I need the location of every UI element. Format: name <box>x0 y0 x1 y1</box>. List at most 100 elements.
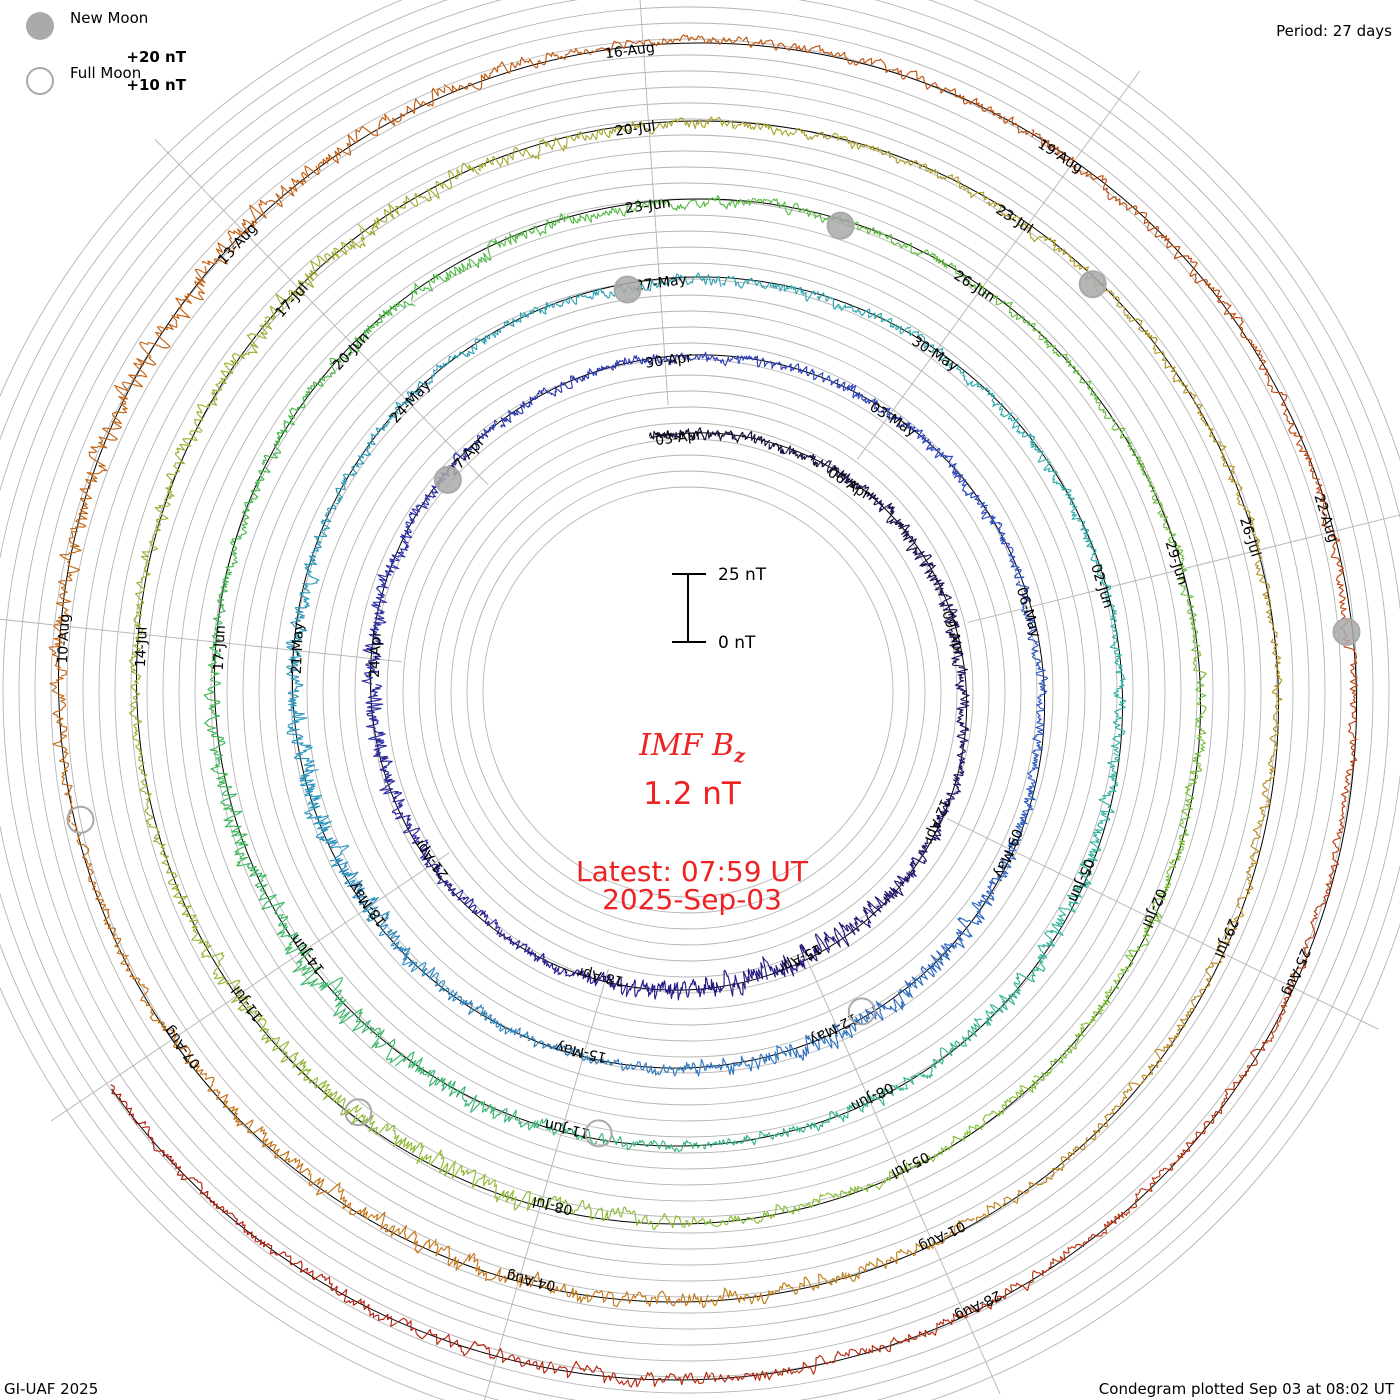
data-trace-segment <box>614 195 730 217</box>
data-trace-segment <box>128 550 151 679</box>
data-trace-segment <box>1090 555 1120 653</box>
data-trace-segment <box>1019 741 1044 825</box>
data-trace-segment <box>918 793 955 855</box>
data-trace-segment <box>394 1051 496 1116</box>
data-trace-segment <box>1032 659 1049 743</box>
full-moon-marker <box>66 805 95 834</box>
data-trace-segment <box>742 36 891 74</box>
data-trace-segment <box>113 265 207 392</box>
data-trace-segment <box>841 218 948 269</box>
date-label: 13-Aug <box>215 221 261 269</box>
spoke <box>50 852 450 1122</box>
data-trace-segment <box>403 822 449 887</box>
data-trace-segment <box>477 128 604 172</box>
date-label: 15-Apr <box>775 940 824 976</box>
new-moon-marker <box>1078 270 1107 299</box>
data-trace-segment <box>110 1084 147 1125</box>
data-trace-segment <box>1242 505 1279 639</box>
date-label: 04-Aug <box>505 1267 557 1294</box>
data-trace-segment <box>792 363 867 403</box>
parameter-title: IMF Bz <box>542 728 842 767</box>
data-trace-segment <box>1043 467 1097 556</box>
date-label: 11-Jun <box>543 1116 591 1142</box>
spoke <box>484 968 609 1400</box>
data-trace-segment <box>715 355 794 372</box>
data-traces <box>48 34 1359 1388</box>
data-trace-segment <box>1038 336 1116 428</box>
data-trace-segment <box>447 991 530 1039</box>
data-trace-segment <box>1033 986 1113 1081</box>
data-trace-segment <box>1111 427 1171 531</box>
data-trace-segment <box>708 1271 847 1307</box>
data-trace-segment <box>697 962 764 998</box>
data-trace-segment <box>1110 652 1127 754</box>
data-trace-segment <box>1044 850 1098 947</box>
scale-bar-bottom-label: 0 nT <box>718 633 756 653</box>
data-trace-segment <box>912 549 952 607</box>
period-label: Period: 27 days <box>1276 22 1392 40</box>
moon-markers <box>66 211 1361 1148</box>
data-trace-segment <box>649 427 710 441</box>
scale-bar: 25 nT 0 nT <box>672 565 767 653</box>
data-trace-segment <box>386 929 455 996</box>
data-trace-segment <box>1236 775 1275 909</box>
data-trace-segment <box>868 1284 1013 1354</box>
data-trace-segment <box>1089 752 1121 853</box>
data-trace-segment <box>499 381 565 428</box>
grid-ring <box>338 342 1038 1042</box>
date-label: 17-Jul <box>273 280 312 321</box>
data-trace-segment <box>865 964 938 1022</box>
date-label: 28-Aug <box>952 1287 1004 1324</box>
data-trace-segment <box>1191 644 1207 766</box>
ring-label-plus20: +20 nT <box>126 48 186 66</box>
grid-ring <box>386 390 990 994</box>
data-trace-segment <box>823 900 882 951</box>
data-trace-segment <box>386 355 452 427</box>
data-trace-segment <box>69 386 129 530</box>
data-trace-segment <box>308 1173 435 1254</box>
grid-ring <box>146 150 1230 1234</box>
data-trace-segment <box>866 145 990 201</box>
data-trace-segment <box>946 730 969 795</box>
data-trace-segment <box>261 1028 363 1117</box>
legend-new-moon-label: New Moon <box>70 9 149 27</box>
grid-ring <box>98 102 1278 1282</box>
data-trace-segment <box>120 956 207 1077</box>
data-trace-segment <box>207 571 233 681</box>
data-trace-segment <box>527 1035 613 1066</box>
new-moon-marker <box>826 211 855 240</box>
data-trace-segment <box>350 1113 468 1179</box>
spoke <box>154 138 489 486</box>
data-trace-segment <box>975 1136 1088 1222</box>
data-trace-segment <box>981 822 1025 901</box>
latest-time: Latest: 07:59 UT <box>575 855 809 888</box>
data-trace-segment <box>987 389 1051 471</box>
date-label: 29-Jun <box>1162 539 1191 587</box>
data-trace-segment <box>533 284 628 315</box>
date-label: 24-Apr <box>367 630 385 678</box>
data-trace-segment <box>302 502 337 593</box>
date-label: 05-Jun <box>1065 856 1097 904</box>
data-trace-segment <box>443 47 592 94</box>
grid-ring <box>322 326 1054 1058</box>
full-moon-marker <box>344 1098 373 1127</box>
date-label: 20-Jul <box>614 119 656 140</box>
data-trace-segment <box>434 1238 567 1294</box>
data-trace-segment <box>335 424 388 505</box>
data-trace-segment <box>498 929 560 974</box>
data-trace-segment <box>1138 1074 1244 1194</box>
date-label: 15-May <box>554 1038 608 1065</box>
grid-ring <box>434 438 942 946</box>
date-label: 08-Jul <box>531 1193 574 1217</box>
grid-ring <box>18 22 1358 1362</box>
data-trace-segment <box>710 1348 868 1383</box>
grid-ring <box>402 406 974 978</box>
data-trace-segment <box>734 121 868 150</box>
new-moon-icon <box>26 12 54 40</box>
grid-ring <box>210 214 1166 1170</box>
scale-bar-top-label: 25 nT <box>718 565 767 585</box>
data-trace-segment <box>948 262 1042 338</box>
data-trace-segment <box>329 301 416 378</box>
